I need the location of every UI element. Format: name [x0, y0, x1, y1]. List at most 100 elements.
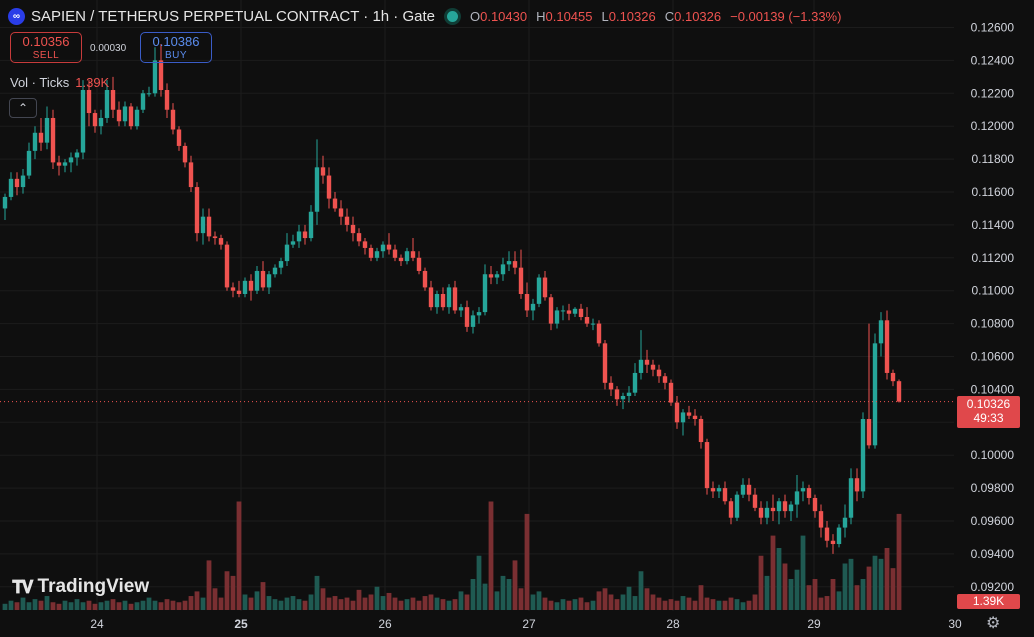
- volume-bar: [626, 586, 632, 610]
- sell-price: 0.10356: [22, 34, 70, 49]
- candle-body: [356, 233, 362, 242]
- candle-body: [524, 293, 530, 311]
- candle-body: [326, 175, 332, 199]
- sell-button[interactable]: 0.10356 SELL: [10, 32, 82, 63]
- candle: [848, 468, 854, 525]
- volume-bar: [398, 600, 404, 610]
- volume-bar: [296, 599, 302, 610]
- price-tick-label: 0.11800: [972, 152, 1015, 166]
- candle: [110, 76, 116, 118]
- last-price-label: 0.10326 49:33: [957, 396, 1020, 428]
- candle-body: [824, 527, 830, 541]
- ohlc-high: H0.10455: [536, 8, 593, 24]
- candle-body: [698, 419, 704, 443]
- volume-bar: [68, 602, 74, 610]
- last-price-value: 0.10326: [966, 397, 1011, 411]
- candle: [842, 504, 848, 538]
- volume-bar: [878, 558, 884, 610]
- candle: [728, 497, 734, 525]
- candle: [560, 305, 566, 321]
- candle-body: [68, 157, 74, 163]
- volume-bar: [338, 599, 344, 610]
- candle: [80, 80, 86, 160]
- candle: [446, 284, 452, 314]
- volume-bar: [806, 585, 812, 610]
- market-status-icon[interactable]: [446, 10, 458, 22]
- candle-body: [650, 364, 656, 370]
- candle: [668, 379, 674, 406]
- volume-bar: [662, 600, 668, 610]
- tradingview-logo[interactable]: 𝐓𝐕 TradingView: [12, 576, 149, 598]
- chevron-up-icon[interactable]: ⌃: [9, 98, 37, 118]
- volume-bar: [182, 600, 188, 610]
- price-axis[interactable]: 0.12600 0.12400 0.12200 0.12000 0.11800 0.116…: [971, 21, 1015, 594]
- candle-body: [668, 382, 674, 403]
- gear-icon[interactable]: ⚙: [986, 615, 1001, 632]
- volume-bar: [44, 596, 50, 610]
- candle-body: [242, 280, 248, 294]
- candle-body: [398, 257, 404, 262]
- volume-bar: [758, 555, 764, 610]
- candle-body: [632, 372, 638, 393]
- time-tick-label: 26: [378, 617, 392, 631]
- candle: [212, 231, 218, 245]
- volume-bar: [812, 579, 818, 610]
- volume-bar: [272, 599, 278, 610]
- volume-bar: [404, 599, 410, 610]
- candle: [218, 234, 224, 250]
- volume-bar: [248, 597, 254, 610]
- candle-body: [92, 113, 98, 127]
- candle: [578, 303, 584, 321]
- volume-bar: [290, 596, 296, 610]
- volume-bar: [638, 571, 644, 610]
- volume-bar: [374, 586, 380, 610]
- symbol-icon[interactable]: ∞: [8, 7, 25, 25]
- candle: [770, 494, 776, 521]
- price-tick-label: 0.09800: [971, 481, 1015, 495]
- candle: [566, 303, 572, 321]
- candle-body: [8, 178, 14, 197]
- candle: [314, 139, 320, 225]
- candle: [482, 264, 488, 316]
- price-tick-label: 0.09400: [971, 547, 1015, 561]
- candle-body: [656, 369, 662, 377]
- volume-bar: [716, 600, 722, 610]
- volume-bar: [476, 555, 482, 610]
- candle-body: [692, 415, 698, 420]
- price-tick-label: 0.12400: [971, 53, 1015, 67]
- candle-body: [182, 145, 188, 163]
- candle: [230, 282, 236, 298]
- symbol-title[interactable]: SAPIEN / TETHERUS PERPETUAL CONTRACT · 1…: [31, 7, 435, 25]
- candle: [296, 224, 302, 248]
- volume-bar: [8, 600, 14, 610]
- volume-bar: [212, 588, 218, 610]
- candle-body: [404, 251, 410, 262]
- candle: [374, 247, 380, 262]
- volume-bar: [230, 575, 236, 610]
- tv-logo-icon: 𝐓𝐕: [12, 576, 33, 597]
- candle: [44, 106, 50, 150]
- volume-bar: [710, 599, 716, 610]
- candle: [164, 83, 170, 118]
- volume-bar: [686, 597, 692, 610]
- candle-body: [614, 389, 620, 400]
- candle-body: [722, 488, 728, 502]
- volume-bar: [650, 594, 656, 610]
- candle-body: [716, 488, 722, 492]
- candle: [74, 149, 80, 166]
- volume-bar: [458, 591, 464, 610]
- volume-bar: [326, 597, 332, 610]
- buy-button[interactable]: 0.10386 BUY: [140, 32, 212, 63]
- volume-legend[interactable]: Vol · Ticks 1.39K: [10, 75, 109, 90]
- candle: [440, 287, 446, 311]
- candle-body: [608, 382, 614, 390]
- candle-body: [470, 315, 476, 327]
- volume-bar: [14, 602, 20, 610]
- candle: [464, 300, 470, 332]
- candle-body: [230, 287, 236, 291]
- candle-body: [212, 236, 218, 239]
- time-axis[interactable]: 24 25 26 27 28 29 30: [90, 617, 962, 631]
- volume-bar: [98, 602, 104, 610]
